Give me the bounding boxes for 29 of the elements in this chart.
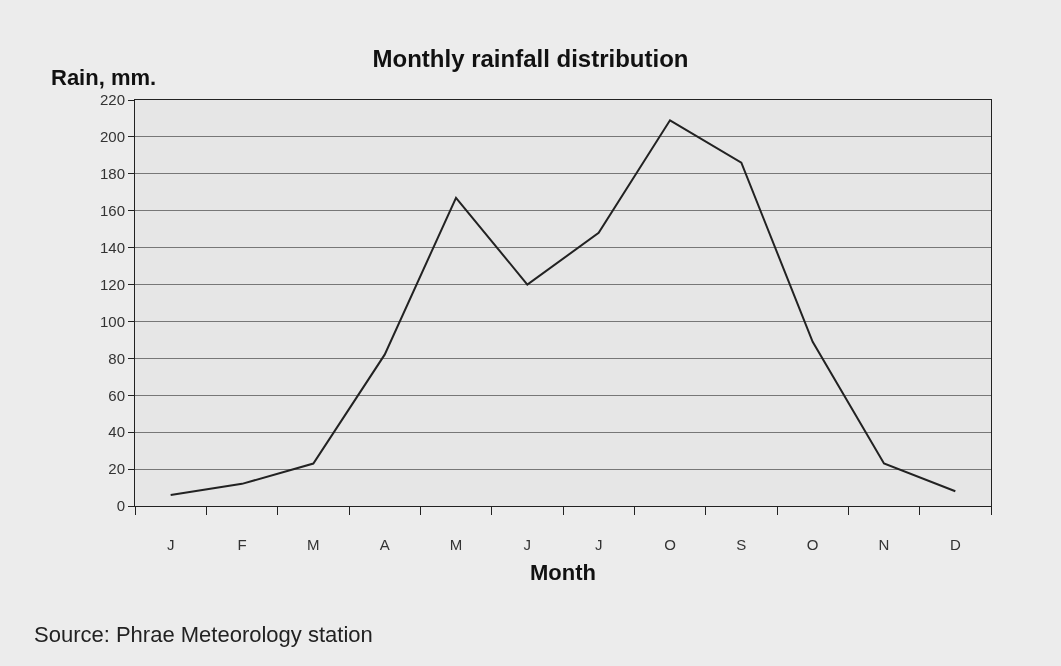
x-tick-label: D [949, 536, 961, 553]
y-tick-label: 200 [99, 128, 125, 146]
x-tick-label: A [379, 536, 390, 553]
y-tick-label: 160 [99, 201, 125, 219]
y-tick-label: 140 [99, 238, 125, 256]
x-axis-title: Month [530, 559, 596, 585]
x-tick-label: M [307, 536, 320, 553]
x-tick-label: O [664, 536, 676, 553]
x-tick-label: M [449, 536, 463, 553]
x-tick-label: J [166, 536, 175, 553]
y-tick-label: 120 [99, 275, 125, 293]
x-tick-label: J [594, 536, 603, 553]
x-tick-label: N [878, 536, 890, 553]
x-tick-label: J [523, 536, 532, 553]
y-tick-label: 80 [108, 349, 125, 367]
y-tick-label: 0 [116, 497, 125, 515]
y-tick-label: 100 [99, 312, 125, 330]
line-series [169, 119, 957, 496]
x-tick-label: O [806, 536, 819, 553]
y-axis-title: Rain, mm. [51, 65, 157, 90]
y-tick-label: 60 [108, 386, 125, 404]
y-tick-label: 40 [108, 423, 125, 441]
x-tick-label: S [736, 536, 747, 553]
x-tick-label: F [237, 536, 247, 553]
y-tick-label: 180 [99, 165, 125, 183]
y-tick-label: 220 [99, 91, 125, 109]
chart-title: Monthly rainfall distribution [372, 44, 689, 72]
y-tick-label: 20 [108, 460, 125, 478]
source-note: Source: Phrae Meteorology station [34, 622, 373, 647]
